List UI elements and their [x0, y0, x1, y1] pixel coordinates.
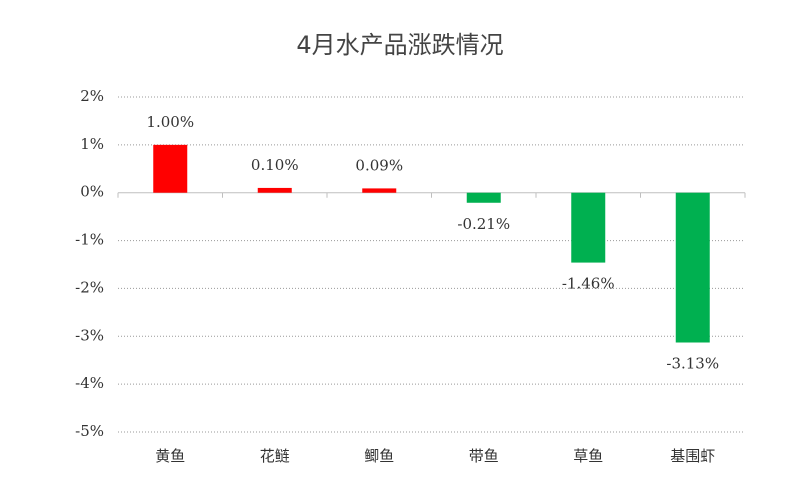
y-tick-label: 0%	[80, 183, 104, 201]
value-label: 1.00%	[146, 113, 194, 131]
value-label: -3.13%	[666, 355, 719, 373]
y-tick-label: -2%	[75, 278, 104, 296]
x-tick-label: 草鱼	[573, 447, 603, 465]
x-tick-label: 黄鱼	[155, 447, 185, 465]
value-label: 0.09%	[355, 156, 403, 174]
bar	[153, 144, 188, 193]
value-label: 0.10%	[251, 156, 299, 174]
x-tick-label: 鲫鱼	[364, 447, 394, 465]
x-tick-label: 基围虾	[670, 447, 715, 465]
bar	[362, 188, 397, 193]
y-tick-label: -5%	[75, 422, 104, 440]
bar	[466, 192, 501, 203]
bar	[571, 192, 606, 263]
bar	[257, 187, 292, 193]
y-tick-label: -3%	[75, 326, 104, 344]
value-label: -0.21%	[457, 215, 510, 233]
chart-title: 4月水产品涨跌情况	[296, 31, 503, 59]
x-tick-label: 花鲢	[260, 447, 290, 465]
y-tick-label: 2%	[80, 87, 104, 105]
value-label: -1.46%	[562, 275, 615, 293]
bar	[675, 192, 710, 343]
y-tick-label: 1%	[80, 135, 104, 153]
y-tick-label: -4%	[75, 374, 104, 392]
x-tick-label: 带鱼	[469, 447, 499, 465]
y-tick-label: -1%	[75, 231, 104, 249]
